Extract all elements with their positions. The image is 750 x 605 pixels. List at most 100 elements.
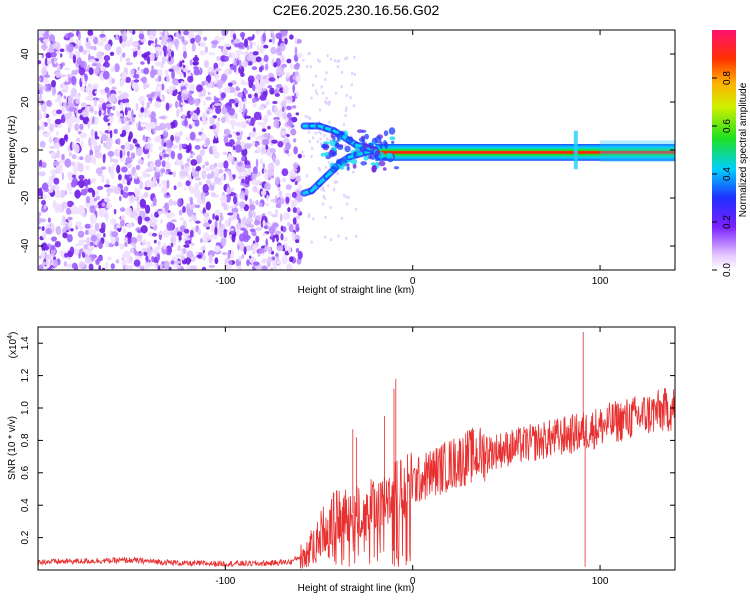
noise-speck	[240, 130, 243, 136]
figure-title: C2E6.2025.230.16.56.G02	[273, 2, 440, 18]
noise-speck	[248, 93, 252, 99]
noise-speck	[79, 156, 84, 161]
noise-speck	[171, 50, 174, 58]
noise-speck	[105, 261, 109, 270]
noise-speck	[235, 53, 241, 62]
noise-speck	[97, 232, 101, 240]
noise-speck	[229, 205, 237, 209]
noise-speck	[56, 130, 59, 137]
noise-speck	[107, 107, 111, 115]
noise-speck	[38, 60, 42, 65]
noise-speck	[157, 183, 162, 187]
noise-speck	[193, 68, 201, 76]
carrier-spike	[573, 130, 578, 170]
noise-speck	[247, 36, 255, 41]
noise-speck	[337, 234, 340, 238]
noise-speck	[244, 176, 250, 185]
noise-speck	[51, 80, 56, 88]
noise-speck	[294, 71, 299, 76]
noise-speck	[159, 94, 164, 100]
noise-speck	[286, 120, 294, 127]
noise-speck	[230, 64, 237, 71]
noise-speck	[184, 118, 188, 127]
signal-clutter	[344, 145, 351, 153]
noise-speck	[201, 112, 207, 122]
noise-speck	[221, 117, 226, 124]
noise-speck	[111, 158, 119, 163]
noise-speck	[281, 255, 288, 265]
noise-speck	[224, 55, 229, 62]
noise-speck	[186, 166, 191, 172]
noise-speck	[180, 102, 186, 106]
noise-speck	[154, 46, 162, 53]
noise-speck	[244, 169, 248, 177]
noise-speck	[200, 133, 207, 142]
noise-speck	[179, 61, 183, 67]
noise-speck	[146, 143, 151, 149]
noise-speck	[117, 95, 124, 100]
noise-speck	[252, 98, 256, 104]
noise-speck	[216, 79, 223, 89]
noise-speck	[38, 109, 41, 115]
noise-speck	[42, 41, 47, 52]
noise-speck	[223, 135, 229, 145]
noise-speck	[151, 256, 155, 263]
noise-speck	[189, 111, 194, 116]
noise-speck	[291, 191, 298, 198]
noise-speck	[192, 213, 197, 223]
noise-speck	[47, 117, 51, 125]
noise-speck	[274, 93, 280, 97]
noise-speck	[165, 139, 172, 149]
noise-speck	[242, 60, 249, 68]
noise-speck	[143, 107, 149, 114]
noise-speck	[77, 31, 80, 35]
noise-speck	[271, 256, 276, 261]
noise-speck	[295, 175, 301, 183]
noise-speck	[202, 164, 205, 169]
scale-prefix: (x10	[8, 338, 19, 358]
noise-speck	[269, 87, 275, 95]
noise-speck	[110, 171, 115, 179]
noise-speck	[105, 187, 114, 194]
noise-speck	[71, 70, 78, 75]
noise-speck	[196, 84, 203, 92]
noise-speck	[241, 156, 246, 162]
noise-speck	[121, 178, 127, 185]
noise-speck	[68, 121, 73, 130]
noise-speck	[322, 91, 325, 95]
noise-speck	[286, 105, 292, 111]
noise-speck	[179, 170, 185, 177]
noise-speck	[137, 45, 141, 51]
noise-speck	[214, 102, 222, 107]
noise-speck	[295, 248, 300, 253]
noise-speck	[54, 190, 62, 199]
noise-speck	[116, 164, 121, 174]
noise-speck	[161, 138, 165, 146]
signal-clutter	[356, 150, 362, 156]
noise-speck	[243, 246, 247, 255]
noise-speck	[146, 51, 151, 56]
bottom-x-tick-label: 100	[592, 576, 609, 587]
signal-clutter	[381, 157, 389, 161]
noise-speck	[155, 85, 159, 93]
noise-speck	[216, 55, 221, 62]
noise-speck	[259, 93, 267, 101]
noise-speck	[71, 154, 77, 160]
noise-speck	[78, 174, 85, 180]
noise-speck	[264, 245, 270, 251]
noise-speck	[49, 145, 56, 149]
noise-speck	[280, 233, 284, 241]
noise-speck	[263, 54, 269, 63]
noise-speck	[197, 228, 201, 235]
noise-speck	[123, 116, 127, 123]
noise-speck	[210, 192, 216, 198]
noise-speck	[85, 237, 91, 244]
noise-speck	[126, 151, 130, 157]
noise-speck	[143, 191, 149, 198]
noise-speck	[137, 229, 142, 234]
noise-speck	[158, 116, 166, 120]
noise-speck	[149, 221, 156, 228]
noise-speck	[301, 150, 304, 154]
noise-speck	[342, 122, 346, 127]
noise-speck	[174, 260, 181, 265]
